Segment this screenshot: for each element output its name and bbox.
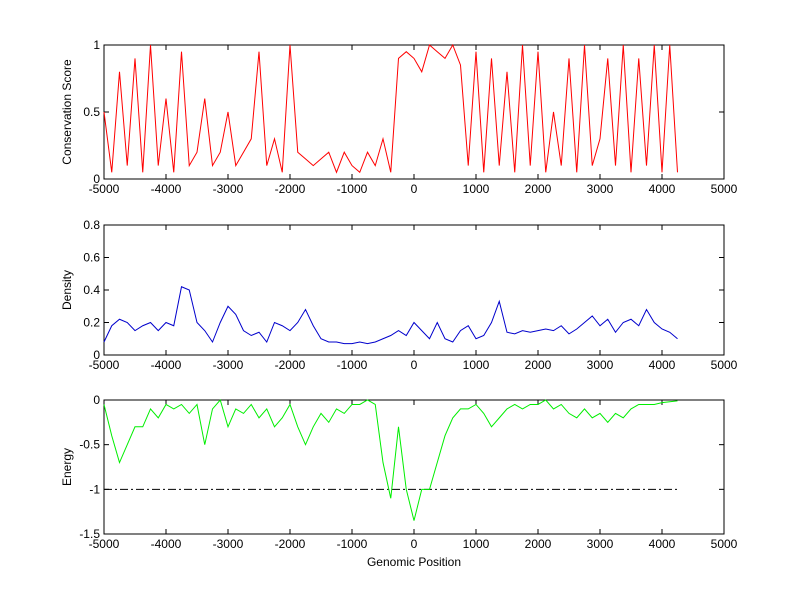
x-tick-label: 3000 <box>587 537 614 551</box>
y-tick-label: -0.5 <box>79 438 100 452</box>
x-tick-label: 4000 <box>649 537 676 551</box>
x-tick-label: 5000 <box>711 182 738 196</box>
y-tick-label: 0.6 <box>83 251 100 265</box>
x-tick-label: 4000 <box>649 358 676 372</box>
x-tick-label: -3000 <box>213 182 244 196</box>
y-tick-label: 0.4 <box>83 283 100 297</box>
y-tick-label: -1 <box>89 482 100 496</box>
x-tick-label: 1000 <box>463 537 490 551</box>
x-tick-label: 0 <box>411 182 418 196</box>
x-tick-label: -3000 <box>213 358 244 372</box>
x-tick-label: -3000 <box>213 537 244 551</box>
data-line <box>103 398 678 521</box>
data-line <box>103 43 678 174</box>
x-tick-label: -2000 <box>275 537 306 551</box>
x-tick-label: 4000 <box>649 182 676 196</box>
x-tick-label: -4000 <box>151 358 182 372</box>
y-tick-label: 0 <box>93 393 100 407</box>
y-tick-label: 0.5 <box>83 105 100 119</box>
y-tick-label: -1.5 <box>79 527 100 541</box>
y-axis-label: Density <box>60 270 74 310</box>
x-tick-label: -5000 <box>89 537 120 551</box>
axes-box <box>103 399 725 535</box>
y-tick-label: 0.2 <box>83 316 100 330</box>
x-axis-label: Genomic Position <box>367 555 461 569</box>
x-tick-label: 0 <box>411 537 418 551</box>
x-tick-label: 2000 <box>525 182 552 196</box>
x-tick-label: 2000 <box>525 537 552 551</box>
x-tick-label: 5000 <box>711 537 738 551</box>
x-tick-label: -5000 <box>89 182 120 196</box>
x-tick-label: -5000 <box>89 358 120 372</box>
y-tick-label: 0 <box>93 172 100 186</box>
x-tick-label: 1000 <box>463 358 490 372</box>
x-tick-label: 3000 <box>587 358 614 372</box>
axes-box <box>103 44 725 180</box>
y-axis-label: Energy <box>60 448 74 486</box>
x-tick-label: 5000 <box>711 358 738 372</box>
x-tick-label: -1000 <box>337 537 368 551</box>
x-tick-label: 1000 <box>463 182 490 196</box>
x-tick-label: -4000 <box>151 182 182 196</box>
y-tick-label: 1 <box>93 38 100 52</box>
x-tick-label: 0 <box>411 358 418 372</box>
x-tick-label: -2000 <box>275 182 306 196</box>
x-tick-label: -2000 <box>275 358 306 372</box>
y-axis-label: Conservation Score <box>60 59 74 165</box>
y-tick-label: 0 <box>93 348 100 362</box>
data-line <box>103 286 678 345</box>
x-tick-label: 3000 <box>587 182 614 196</box>
y-tick-label: 0.8 <box>83 218 100 232</box>
x-tick-label: -1000 <box>337 358 368 372</box>
x-tick-label: 2000 <box>525 358 552 372</box>
x-tick-label: -4000 <box>151 537 182 551</box>
axes-box <box>103 224 725 356</box>
x-tick-label: -1000 <box>337 182 368 196</box>
